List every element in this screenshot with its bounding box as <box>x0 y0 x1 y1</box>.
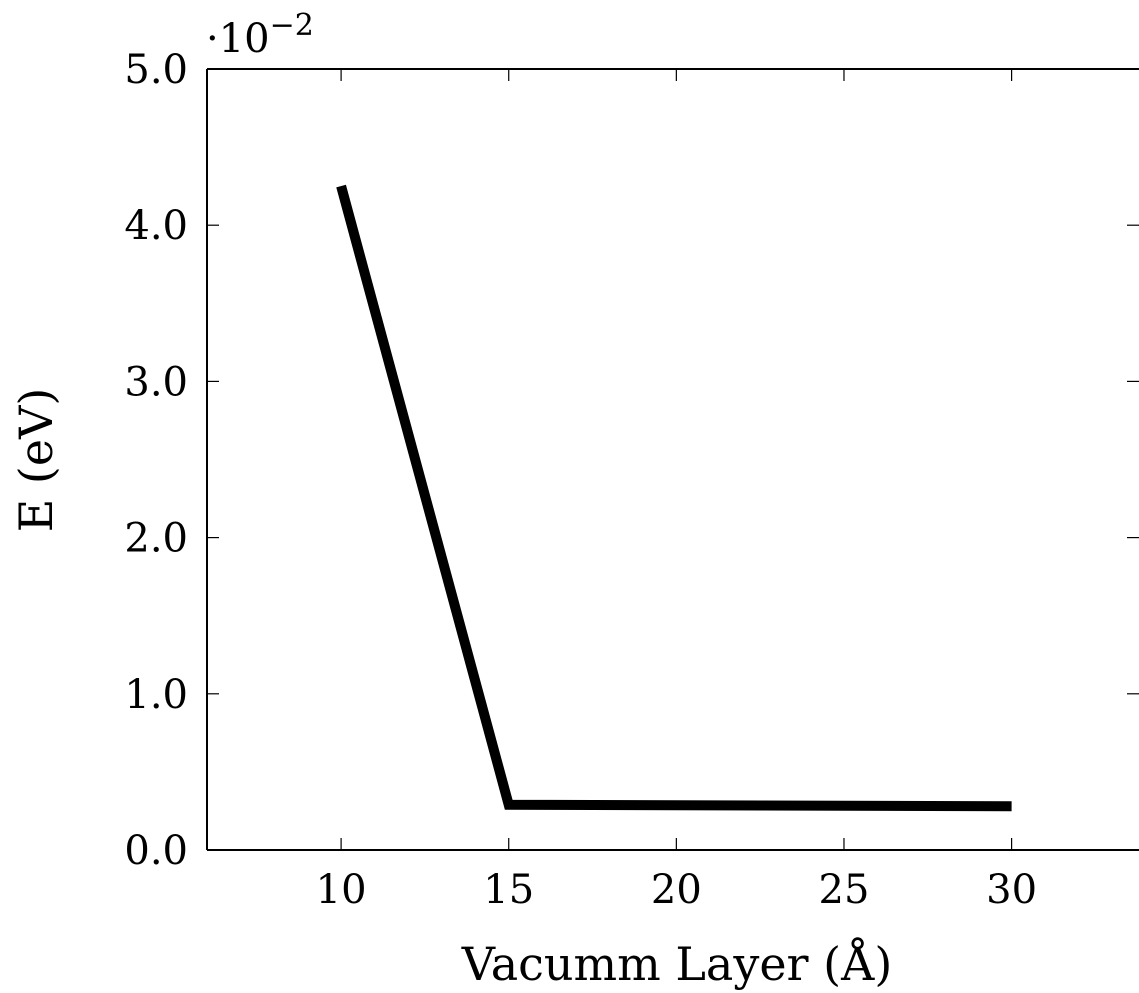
x-axis-label: Vacumm Layer (Å) <box>461 936 893 991</box>
series-layer <box>336 184 1012 812</box>
x-ticks: 10 15 20 25 30 <box>316 69 1037 913</box>
y-tick-label: 0.0 <box>124 828 188 874</box>
x-tick-label: 20 <box>651 867 702 913</box>
y-axis-label: E (eV) <box>9 388 63 533</box>
x-tick-label: 25 <box>819 867 870 913</box>
series-line <box>336 184 1012 812</box>
x-tick-label: 15 <box>483 867 534 913</box>
y-tick-label: 2.0 <box>124 516 188 562</box>
y-scale-exponent: −2 <box>270 8 314 43</box>
y-tick-label: 4.0 <box>124 203 188 249</box>
y-ticks: 0.0 1.0 2.0 3.0 4.0 5.0 <box>124 47 1139 874</box>
y-tick-label: 1.0 <box>124 672 188 718</box>
x-tick-label: 10 <box>316 867 367 913</box>
y-scale-prefix: ·10 <box>206 16 270 62</box>
axes <box>206 68 1139 851</box>
y-tick-label: 3.0 <box>124 359 188 405</box>
y-tick-label: 5.0 <box>124 47 188 93</box>
y-scale-multiplier: ·10−2 <box>206 8 314 62</box>
x-tick-label: 30 <box>986 867 1037 913</box>
